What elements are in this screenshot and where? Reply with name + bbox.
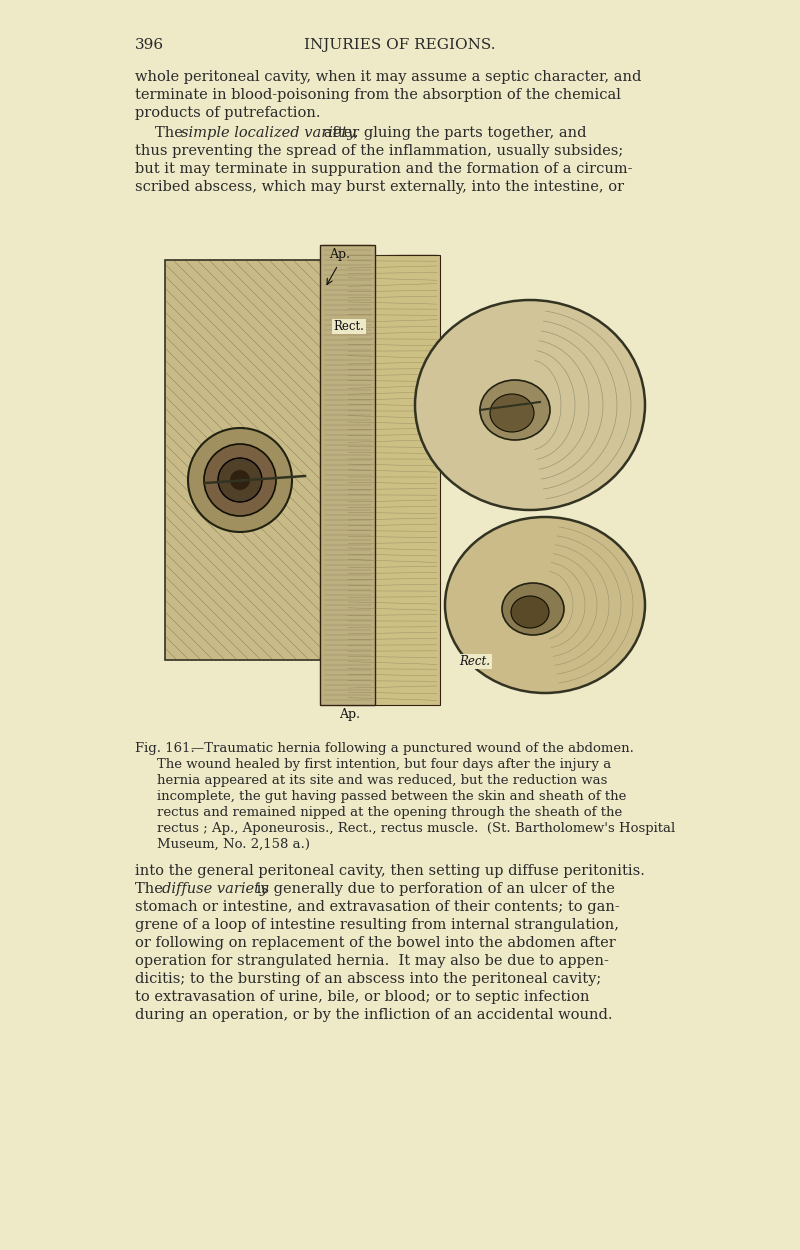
- Text: scribed abscess, which may burst externally, into the intestine, or: scribed abscess, which may burst externa…: [135, 180, 624, 194]
- Text: is generally due to perforation of an ulcer of the: is generally due to perforation of an ul…: [252, 882, 615, 896]
- Text: terminate in blood-poisoning from the absorption of the chemical: terminate in blood-poisoning from the ab…: [135, 88, 621, 103]
- Text: operation for strangulated hernia.  It may also be due to appen-: operation for strangulated hernia. It ma…: [135, 954, 609, 968]
- Text: after gluing the parts together, and: after gluing the parts together, and: [319, 126, 586, 140]
- Text: to extravasation of urine, bile, or blood; or to septic infection: to extravasation of urine, bile, or bloo…: [135, 990, 590, 1004]
- Text: whole peritoneal cavity, when it may assume a septic character, and: whole peritoneal cavity, when it may ass…: [135, 70, 642, 84]
- Text: Ap.: Ap.: [339, 707, 361, 721]
- Circle shape: [188, 428, 292, 532]
- Ellipse shape: [490, 394, 534, 432]
- Text: INJURIES OF REGIONS.: INJURIES OF REGIONS.: [304, 38, 496, 53]
- Text: but it may terminate in suppuration and the formation of a circum-: but it may terminate in suppuration and …: [135, 162, 633, 176]
- FancyBboxPatch shape: [345, 255, 440, 705]
- Ellipse shape: [445, 518, 645, 693]
- Text: —Traumatic hernia following a punctured wound of the abdomen.: —Traumatic hernia following a punctured …: [191, 742, 634, 755]
- Ellipse shape: [511, 596, 549, 628]
- Text: stomach or intestine, and extravasation of their contents; to gan-: stomach or intestine, and extravasation …: [135, 900, 620, 914]
- Text: or following on replacement of the bowel into the abdomen after: or following on replacement of the bowel…: [135, 936, 616, 950]
- Circle shape: [204, 444, 276, 516]
- Circle shape: [218, 458, 262, 503]
- Text: Ap.: Ap.: [330, 248, 350, 261]
- Text: Rect.: Rect.: [459, 655, 490, 668]
- Text: 396: 396: [135, 38, 164, 53]
- Text: The: The: [155, 126, 187, 140]
- FancyBboxPatch shape: [320, 245, 375, 705]
- Text: simple localized variety,: simple localized variety,: [181, 126, 358, 140]
- Text: into the general peritoneal cavity, then setting up diffuse peritonitis.: into the general peritoneal cavity, then…: [135, 864, 645, 877]
- Text: grene of a loop of intestine resulting from internal strangulation,: grene of a loop of intestine resulting f…: [135, 918, 619, 932]
- Circle shape: [230, 470, 250, 490]
- Text: The wound healed by first intention, but four days after the injury a: The wound healed by first intention, but…: [157, 758, 611, 771]
- Text: diffuse variety: diffuse variety: [162, 882, 268, 896]
- FancyBboxPatch shape: [165, 260, 335, 660]
- Text: products of putrefaction.: products of putrefaction.: [135, 106, 321, 120]
- Text: The: The: [135, 882, 167, 896]
- Text: Fig. 161.: Fig. 161.: [135, 742, 194, 755]
- Text: during an operation, or by the infliction of an accidental wound.: during an operation, or by the inflictio…: [135, 1008, 613, 1022]
- Text: hernia appeared at its site and was reduced, but the reduction was: hernia appeared at its site and was redu…: [157, 774, 607, 788]
- FancyBboxPatch shape: [155, 220, 665, 730]
- Text: thus preventing the spread of the inflammation, usually subsides;: thus preventing the spread of the inflam…: [135, 144, 623, 158]
- Text: rectus and remained nipped at the opening through the sheath of the: rectus and remained nipped at the openin…: [157, 806, 622, 819]
- Text: Museum, No. 2,158 a.): Museum, No. 2,158 a.): [157, 838, 310, 851]
- Text: dicitis; to the bursting of an abscess into the peritoneal cavity;: dicitis; to the bursting of an abscess i…: [135, 972, 602, 986]
- Text: rectus ; Ap., Aponeurosis., Rect., rectus muscle.  (St. Bartholomew's Hospital: rectus ; Ap., Aponeurosis., Rect., rectu…: [157, 822, 675, 835]
- Text: Rect.: Rect.: [334, 320, 365, 332]
- Ellipse shape: [502, 582, 564, 635]
- Ellipse shape: [480, 380, 550, 440]
- Ellipse shape: [415, 300, 645, 510]
- Text: incomplete, the gut having passed between the skin and sheath of the: incomplete, the gut having passed betwee…: [157, 790, 626, 802]
